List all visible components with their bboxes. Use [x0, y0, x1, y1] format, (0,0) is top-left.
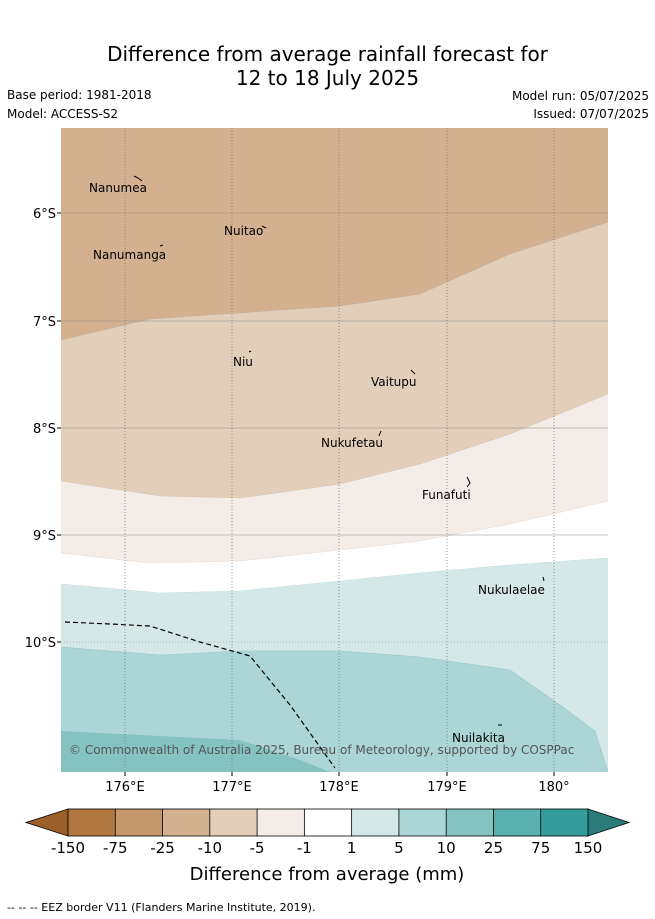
- colorbar-swatch: [398, 808, 447, 837]
- colorbar: [24, 808, 631, 837]
- colorbar-swatch: [540, 808, 589, 837]
- chart-title-line2: 12 to 18 July 2025: [235, 66, 420, 90]
- eez-border: [64, 621, 336, 769]
- colorbar-swatch: [493, 808, 542, 837]
- colorbar-extend-high: [587, 808, 631, 837]
- band-plus-10: [61, 731, 330, 772]
- chart-title-line1: Difference from average rainfall forecas…: [107, 42, 548, 66]
- colorbar-tick-label: 75: [531, 839, 550, 857]
- colorbar-tick-label: -10: [198, 839, 223, 857]
- place-label: Niu: [233, 355, 253, 369]
- colorbar-swatch: [67, 808, 116, 837]
- colorbar-tick-label: -150: [51, 839, 85, 857]
- longitude-label: 178°E: [319, 780, 359, 795]
- place-label: Funafuti: [422, 488, 471, 502]
- latitude-label: 9°S: [33, 529, 56, 544]
- latitude-gridlines: [61, 212, 608, 643]
- place-label: Nukulaelae: [478, 583, 545, 597]
- issued-label: Issued: 07/07/2025: [533, 107, 649, 121]
- island-markers: [133, 175, 545, 726]
- colorbar-swatch: [303, 808, 353, 837]
- colorbar-swatch: [445, 808, 495, 837]
- longitude-label: 176°E: [105, 780, 145, 795]
- model-run-label: Model run: 05/07/2025: [511, 89, 649, 103]
- colorbar-swatch: [114, 808, 164, 837]
- colorbar-swatch: [162, 808, 211, 837]
- longitude-label: 180°: [538, 780, 569, 795]
- colorbar-tick-label: 25: [484, 839, 503, 857]
- place-label: Nanumea: [89, 181, 147, 195]
- band-minus-1: [61, 394, 608, 563]
- place-label: Nanumanga: [93, 248, 166, 262]
- colorbar-tick-label: 1: [347, 839, 357, 857]
- latitude-label: 10°S: [25, 636, 56, 651]
- map-area: Nanumea Nuitao Nanumanga Niu Vaitupu Nuk…: [61, 128, 608, 772]
- colorbar-tick-label: 150: [574, 839, 603, 857]
- base-period-label: Base period: 1981-2018: [7, 88, 152, 102]
- colorbar-tick-label: 5: [394, 839, 404, 857]
- copyright-text: © Commonwealth of Australia 2025, Bureau…: [69, 743, 574, 757]
- colorbar-tick-label: -1: [297, 839, 312, 857]
- colorbar-tick-label: -5: [250, 839, 265, 857]
- longitude-gridlines: [124, 128, 555, 772]
- band-minus-5: [61, 222, 608, 498]
- colorbar-tick-label: -75: [103, 839, 128, 857]
- longitude-label: 177°E: [212, 780, 252, 795]
- latitude-label: 8°S: [33, 422, 56, 437]
- band-minus-10: [61, 128, 608, 340]
- model-label: Model: ACCESS-S2: [7, 107, 119, 121]
- latitude-label: 6°S: [33, 207, 56, 222]
- colorbar-title: Difference from average (mm): [190, 864, 465, 885]
- place-label: Vaitupu: [371, 375, 417, 389]
- colorbar-swatch: [256, 808, 306, 837]
- colorbar-tick-label: -25: [150, 839, 175, 857]
- place-label: Nuitao: [224, 224, 263, 238]
- place-label: Nuilakita: [452, 731, 505, 745]
- place-label: Nukufetau: [321, 436, 383, 450]
- eez-footnote: -- -- -- EEZ border V11 (Flanders Marine…: [7, 901, 316, 914]
- longitude-label: 179°E: [427, 780, 467, 795]
- colorbar-tick-label: 10: [437, 839, 456, 857]
- colorbar-swatch: [209, 808, 258, 837]
- latitude-label: 7°S: [33, 315, 56, 330]
- colorbar-tick-labels: -150 -75 -25 -10 -5 -1 1 5 10 25 75 150: [51, 839, 602, 857]
- colorbar-swatch: [351, 808, 400, 837]
- colorbar-extend-low: [24, 808, 69, 837]
